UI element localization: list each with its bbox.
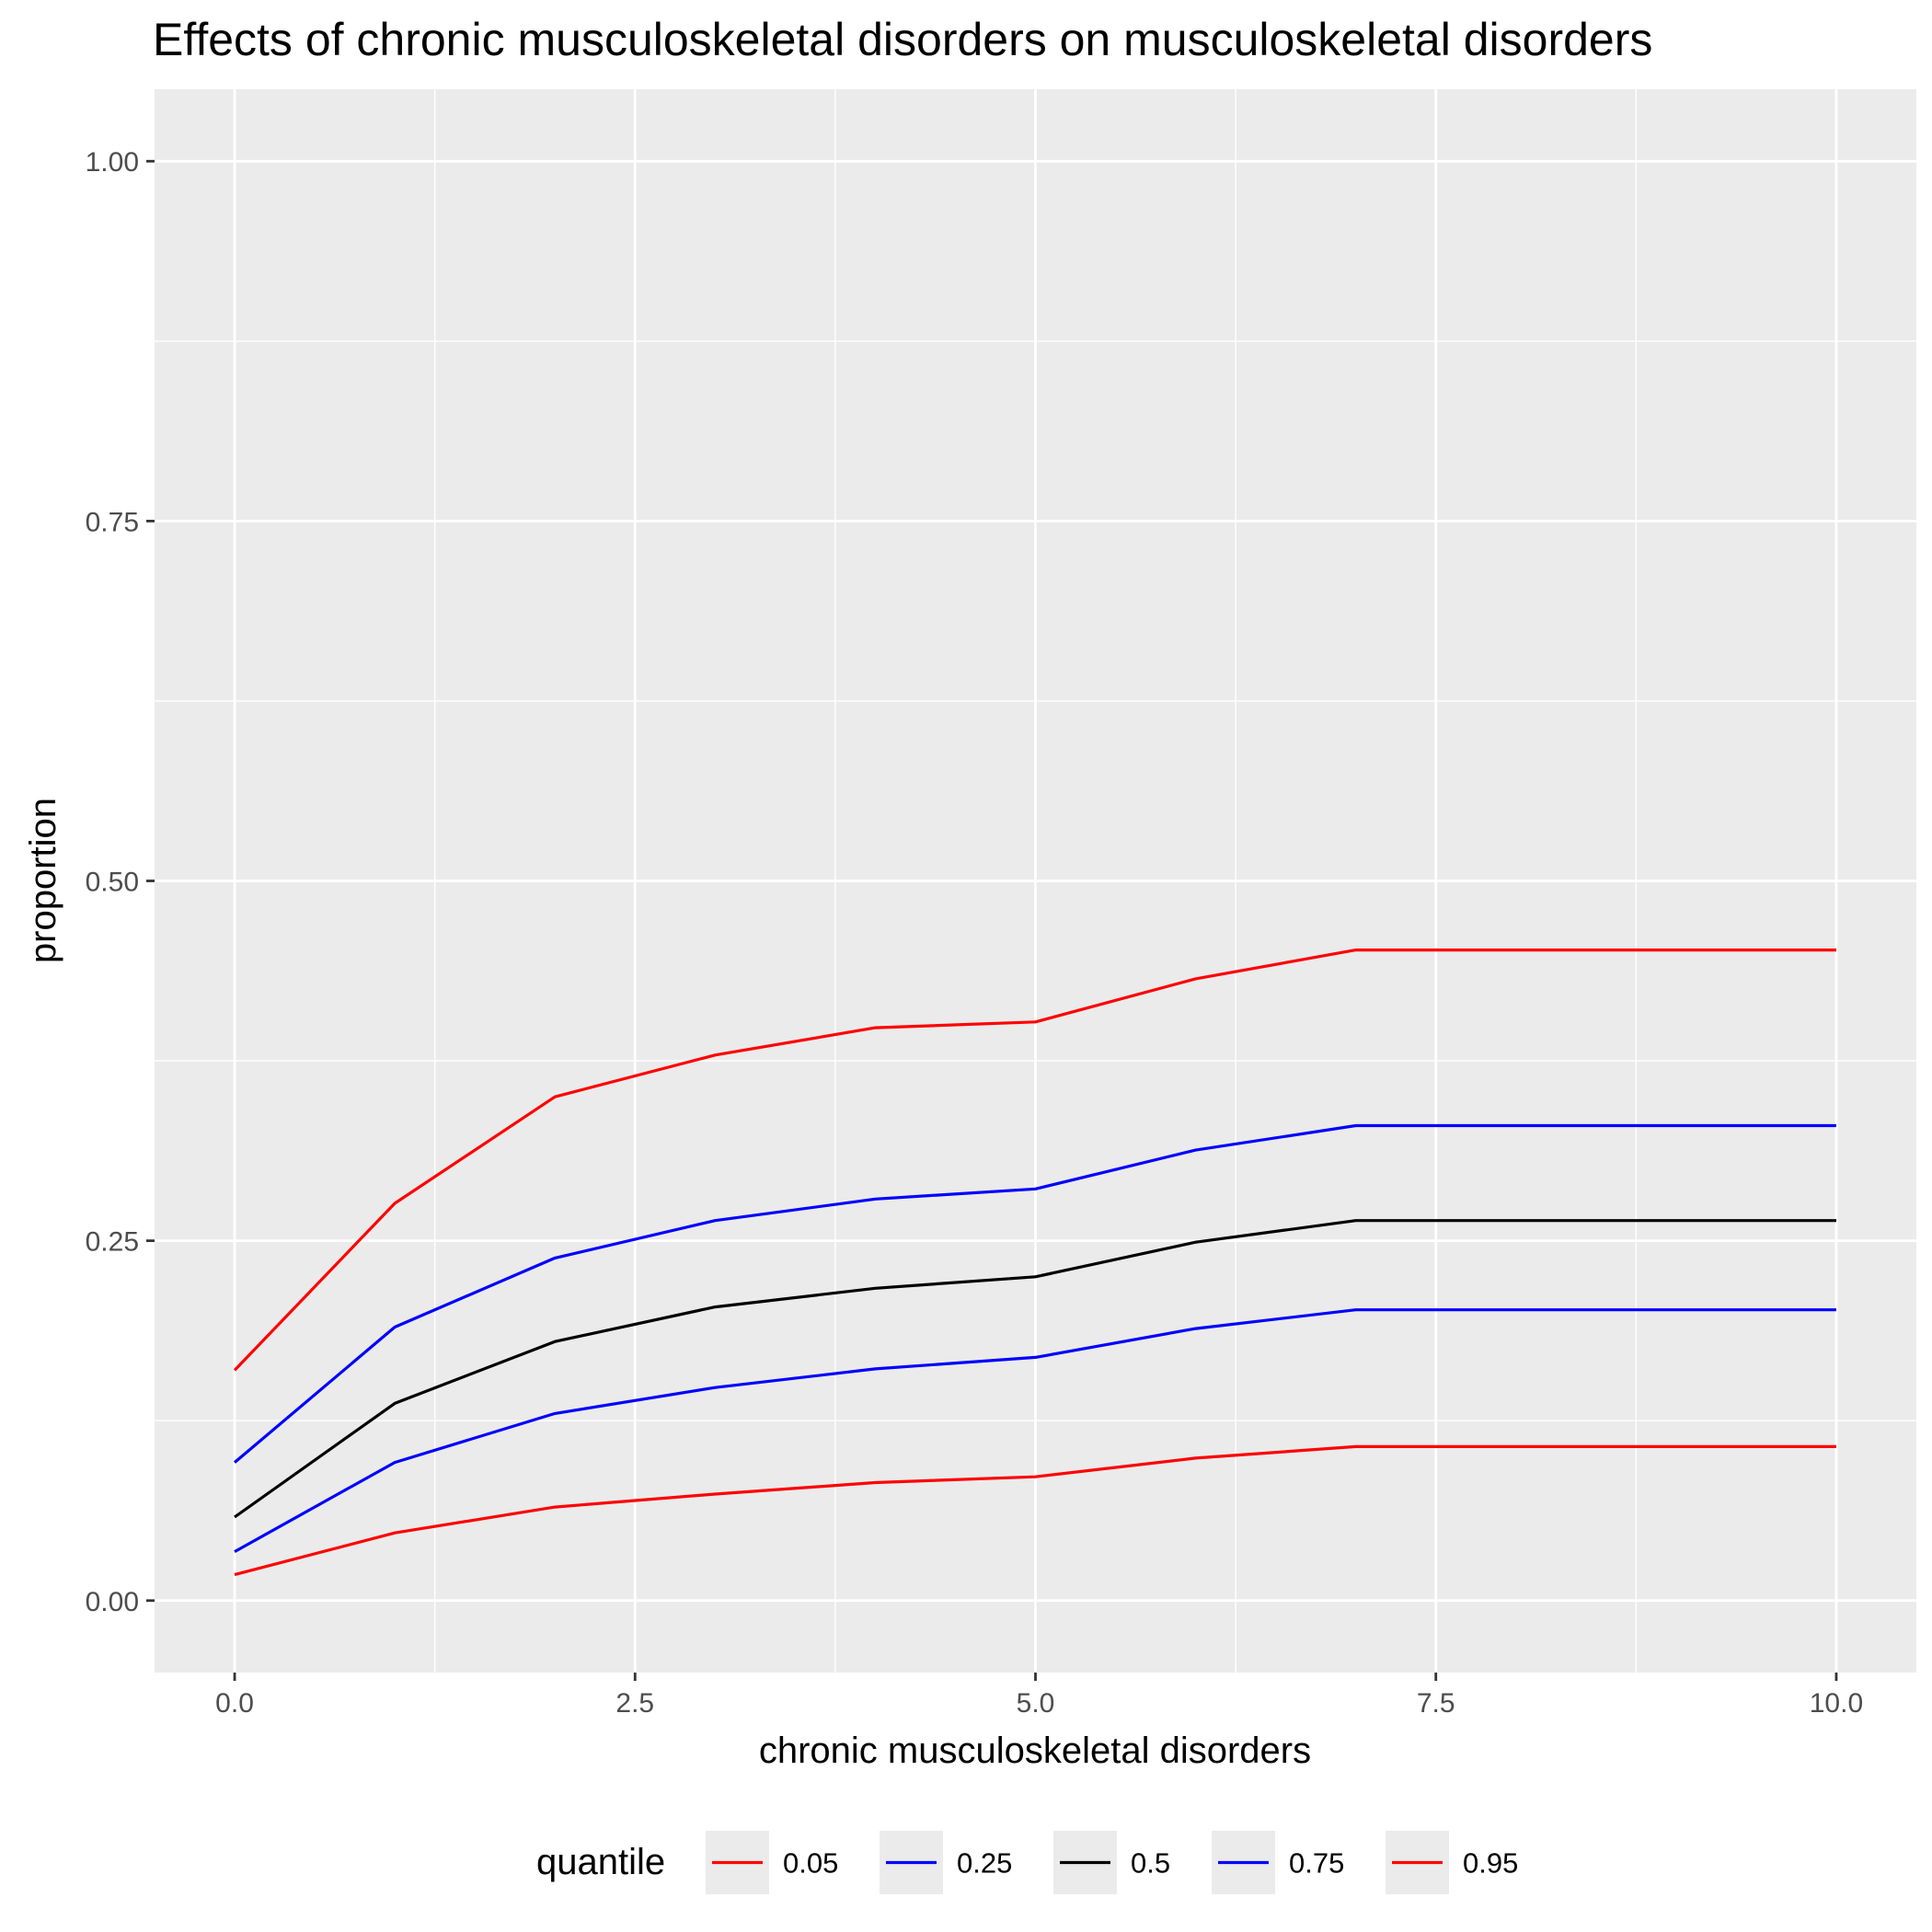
y-axis-title: proportion bbox=[23, 798, 63, 963]
legend-label-0.95: 0.95 bbox=[1463, 1847, 1518, 1880]
legend-label-0.05: 0.05 bbox=[783, 1847, 838, 1880]
series-line-0.5 bbox=[234, 1219, 1836, 1519]
y-tick-label: 1.00 bbox=[86, 147, 139, 178]
series-lines bbox=[233, 948, 1836, 1577]
chart-title: Effects of chronic musculoskeletal disor… bbox=[153, 14, 1652, 65]
x-tick-label: 7.5 bbox=[1417, 1688, 1455, 1719]
major-gridlines bbox=[155, 89, 1916, 1673]
y-tick-label: 0.50 bbox=[86, 868, 139, 898]
x-tick-label: 10.0 bbox=[1810, 1688, 1863, 1719]
y-tick-label: 0.25 bbox=[86, 1227, 139, 1258]
x-axis: 0.0 2.5 5.0 7.5 10.0 bbox=[215, 1673, 1863, 1719]
x-tick-label: 0.0 bbox=[215, 1688, 254, 1719]
x-tick-label: 5.0 bbox=[1017, 1688, 1055, 1719]
x-tick-label: 2.5 bbox=[615, 1688, 654, 1719]
legend-label-0.75: 0.75 bbox=[1289, 1847, 1344, 1880]
legend-label-0.5: 0.5 bbox=[1131, 1847, 1170, 1880]
y-axis: 0.00 0.25 0.50 0.75 1.00 bbox=[86, 147, 155, 1617]
series-line-0.95 bbox=[233, 948, 1836, 1372]
legend-title: quantile bbox=[536, 1842, 665, 1882]
series-line-0.75 bbox=[233, 1123, 1836, 1464]
y-tick-label: 0.75 bbox=[86, 507, 139, 537]
legend-label-0.25: 0.25 bbox=[957, 1847, 1012, 1880]
series-line-0.25 bbox=[234, 1308, 1836, 1553]
series-line-0.05 bbox=[234, 1444, 1836, 1577]
legend: quantile 0.05 0.25 0.5 0.75 0.95 bbox=[536, 1831, 1518, 1894]
x-axis-title: chronic musculoskeletal disorders bbox=[759, 1731, 1311, 1771]
y-tick-label: 0.00 bbox=[86, 1587, 139, 1617]
